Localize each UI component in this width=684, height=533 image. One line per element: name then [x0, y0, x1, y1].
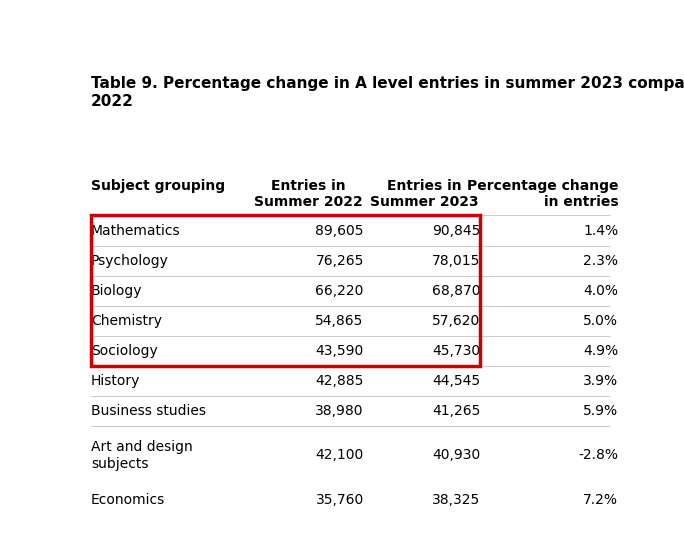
- Text: 57,620: 57,620: [432, 314, 480, 328]
- Text: 44,545: 44,545: [432, 374, 480, 387]
- Text: 1.4%: 1.4%: [583, 224, 618, 238]
- Text: 5.9%: 5.9%: [583, 403, 618, 417]
- Text: Psychology: Psychology: [91, 254, 169, 268]
- Text: 78,015: 78,015: [432, 254, 480, 268]
- Text: 7.2%: 7.2%: [583, 494, 618, 507]
- Text: 42,100: 42,100: [315, 448, 364, 463]
- Text: Business studies: Business studies: [91, 403, 206, 417]
- Text: 38,980: 38,980: [315, 403, 364, 417]
- Text: 41,265: 41,265: [432, 403, 480, 417]
- Text: 45,730: 45,730: [432, 344, 480, 358]
- Text: Chemistry: Chemistry: [91, 314, 162, 328]
- Text: 4.0%: 4.0%: [583, 284, 618, 298]
- Text: Subject grouping: Subject grouping: [91, 179, 225, 193]
- Text: 43,590: 43,590: [315, 344, 364, 358]
- Text: 35,760: 35,760: [315, 494, 364, 507]
- Text: 68,870: 68,870: [432, 284, 480, 298]
- Text: 42,885: 42,885: [315, 374, 364, 387]
- Text: 5.0%: 5.0%: [583, 314, 618, 328]
- Text: Entries in
Summer 2022: Entries in Summer 2022: [254, 179, 363, 209]
- Text: 76,265: 76,265: [315, 254, 364, 268]
- Text: 54,865: 54,865: [315, 314, 364, 328]
- Text: 3.9%: 3.9%: [583, 374, 618, 387]
- Text: 38,325: 38,325: [432, 494, 480, 507]
- Text: Art and design
subjects: Art and design subjects: [91, 440, 193, 471]
- Text: 40,930: 40,930: [432, 448, 480, 463]
- Text: Entries in
Summer 2023: Entries in Summer 2023: [371, 179, 479, 209]
- Text: 4.9%: 4.9%: [583, 344, 618, 358]
- Text: Sociology: Sociology: [91, 344, 157, 358]
- Text: 2.3%: 2.3%: [583, 254, 618, 268]
- Text: Biology: Biology: [91, 284, 142, 298]
- Text: Table 9. Percentage change in A level entries in summer 2023 compared to summer
: Table 9. Percentage change in A level en…: [91, 76, 684, 109]
- Text: 90,845: 90,845: [432, 224, 480, 238]
- Text: Economics: Economics: [91, 494, 165, 507]
- Text: Percentage change
in entries: Percentage change in entries: [466, 179, 618, 209]
- Text: 66,220: 66,220: [315, 284, 364, 298]
- Text: -2.8%: -2.8%: [578, 448, 618, 463]
- Text: History: History: [91, 374, 140, 387]
- Text: 89,605: 89,605: [315, 224, 364, 238]
- Text: Mathematics: Mathematics: [91, 224, 181, 238]
